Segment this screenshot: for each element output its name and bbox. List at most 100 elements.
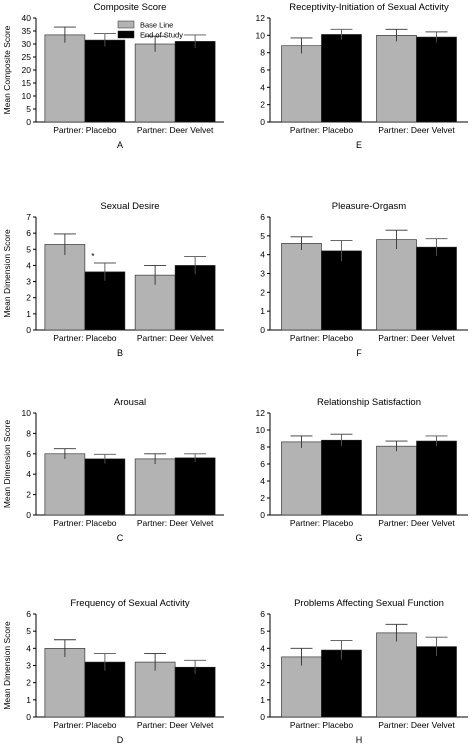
panel-a-y-tick-label: 25: [22, 52, 32, 62]
panel-b-letter: B: [117, 348, 123, 358]
panel-e-y-tick-label: 6: [260, 65, 265, 75]
panel-c-bar: [134, 458, 176, 516]
panel-f-title: Pleasure-Orgasm: [332, 201, 407, 212]
panel-d-y-tick-label: 5: [26, 626, 31, 636]
panel-d-y-tick-label: 1: [26, 695, 31, 705]
panel-f-category-label: Partner: Placebo: [290, 333, 354, 343]
panel-b-y-tick-label: 1: [26, 309, 31, 319]
panel-h-bar: [416, 646, 457, 718]
panel-d-bar: [84, 661, 126, 718]
panel-g-bar: [376, 445, 417, 516]
panel-g-title: Relationship Satisfaction: [317, 397, 421, 408]
panel-g-bar: [416, 440, 457, 516]
panel-c-y-tick-label: 10: [22, 408, 32, 418]
panel-e-y-tick-label: 0: [260, 117, 265, 127]
panel-a-bar: [134, 43, 176, 123]
legend-swatch-end: [117, 30, 135, 39]
panel-h-y-tick-label: 4: [260, 643, 265, 653]
panel-a-y-tick-label: 10: [22, 91, 32, 101]
panel-a-title: Composite Score: [94, 2, 167, 13]
panel-f-y-tick-label: 0: [260, 325, 265, 335]
panel-d-y-tick-label: 6: [26, 609, 31, 619]
panel-e-y-tick-label: 8: [260, 48, 265, 58]
panel-g-bar: [321, 439, 362, 516]
panel-e-y-tick-label: 10: [256, 30, 266, 40]
panel-e-bar: [376, 35, 417, 123]
panel-e-category-label: Partner: Deer Velvet: [378, 125, 455, 135]
panel-h-y-tick-label: 1: [260, 695, 265, 705]
panel-g-category-label: Partner: Placebo: [290, 518, 354, 528]
panel-h-y-tick-label: 6: [260, 609, 265, 619]
panel-f-y-tick-label: 2: [260, 287, 265, 297]
panel-h-bar: [281, 656, 322, 718]
panel-a-y-tick-label: 40: [22, 13, 32, 23]
panel-e-title: Receptivity-Initiation of Sexual Activit…: [289, 2, 449, 13]
panel-d-category-label: Partner: Deer Velvet: [137, 720, 214, 730]
panel-c-bar: [44, 453, 86, 516]
panel-f-bar: [281, 243, 322, 331]
panel-b-bar: [44, 244, 86, 331]
panel-g-y-tick-label: 6: [260, 459, 265, 469]
panel-d-title: Frequency of Sexual Activity: [70, 598, 190, 609]
legend-label-end: End of Study: [140, 31, 183, 40]
panel-c-y-label: Mean Dimension Score: [2, 420, 12, 509]
panel-d-y-label: Mean Dimension Score: [2, 621, 12, 710]
panel-f-y-tick-label: 3: [260, 269, 265, 279]
panel-h-category-label: Partner: Deer Velvet: [378, 720, 455, 730]
panel-a-y-tick-label: 15: [22, 78, 32, 88]
panel-f-y-tick-label: 6: [260, 212, 265, 222]
panel-g-category-label: Partner: Deer Velvet: [378, 518, 455, 528]
panel-g-y-tick-label: 8: [260, 442, 265, 452]
panel-b-y-tick-label: 3: [26, 277, 31, 287]
panel-c-y-tick-label: 0: [26, 510, 31, 520]
panel-e-letter: E: [356, 140, 362, 150]
panel-a-y-tick-label: 30: [22, 39, 32, 49]
panel-e-bar: [416, 36, 457, 123]
panel-b-title: Sexual Desire: [100, 201, 159, 212]
panel-c-bar: [174, 457, 216, 516]
panel-g-y-tick-label: 0: [260, 510, 265, 520]
panel-e-y-tick-label: 12: [256, 13, 266, 23]
panel-h-y-tick-label: 2: [260, 678, 265, 688]
panel-d-category-label: Partner: Placebo: [53, 720, 117, 730]
panel-d-y-tick-label: 3: [26, 661, 31, 671]
panel-d-bar: [174, 666, 216, 718]
panel-e-bar: [281, 45, 322, 123]
legend-label-baseline: Base Line: [140, 21, 173, 30]
panel-c-bar: [84, 458, 126, 516]
panel-c-y-tick-label: 6: [26, 449, 31, 459]
panel-b-y-tick-label: 4: [26, 260, 31, 270]
panel-b-y-tick-label: 7: [26, 212, 31, 222]
panel-h-bar: [376, 632, 417, 718]
panel-d-letter: D: [117, 735, 124, 745]
panel-g-y-tick-label: 12: [256, 408, 266, 418]
panel-b-annotation: *: [91, 251, 95, 261]
panel-g-letter: G: [355, 533, 362, 543]
panel-h-y-tick-label: 0: [260, 712, 265, 722]
panel-a-bar: [84, 39, 126, 123]
panel-f-y-tick-label: 5: [260, 231, 265, 241]
panel-b-y-tick-label: 0: [26, 325, 31, 335]
panel-c-category-label: Partner: Placebo: [53, 518, 117, 528]
panel-c-category-label: Partner: Deer Velvet: [137, 518, 214, 528]
panel-a-y-tick-label: 5: [26, 104, 31, 114]
panel-g-y-tick-label: 2: [260, 493, 265, 503]
panel-f-category-label: Partner: Deer Velvet: [378, 333, 455, 343]
panel-h-y-tick-label: 3: [260, 661, 265, 671]
panel-a-y-tick-label: 35: [22, 26, 32, 36]
panel-c-y-tick-label: 2: [26, 490, 31, 500]
panel-b-y-tick-label: 5: [26, 244, 31, 254]
panel-a-category-label: Partner: Deer Velvet: [137, 125, 214, 135]
panel-c-y-tick-label: 4: [26, 469, 31, 479]
panel-h-bar: [321, 649, 362, 718]
panel-e-bar: [321, 34, 362, 123]
panel-h-letter: H: [356, 735, 363, 745]
panel-b-bar: [174, 265, 216, 331]
panel-b-category-label: Partner: Deer Velvet: [137, 333, 214, 343]
panel-b-y-label: Mean Dimension Score: [2, 229, 12, 318]
panel-h-y-tick-label: 5: [260, 626, 265, 636]
panel-d-y-tick-label: 0: [26, 712, 31, 722]
panel-a-letter: A: [117, 140, 123, 150]
panel-a-y-label: Mean Composite Score: [2, 25, 12, 114]
